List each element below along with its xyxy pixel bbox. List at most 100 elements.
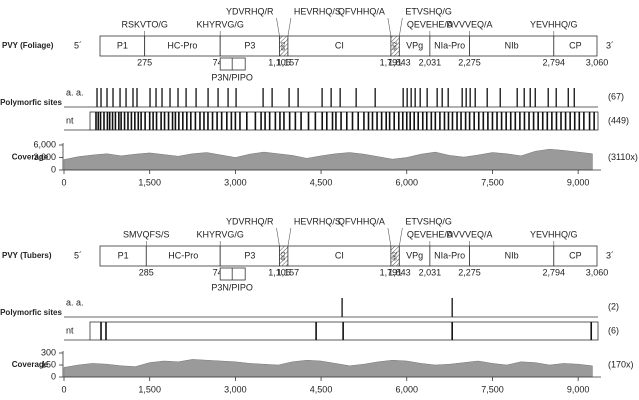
- boundary-label: 1,105: [268, 267, 291, 277]
- protein-label: HC-Pro: [167, 40, 197, 50]
- boundary-label: 1,157: [277, 57, 300, 67]
- aa-count: (67): [608, 91, 624, 101]
- boundary-label: 2,275: [458, 267, 481, 277]
- protein-label: NIb: [505, 250, 519, 260]
- five-end: 5´: [74, 250, 82, 260]
- pipo-box: [219, 267, 246, 281]
- x-tick-label: 0: [61, 177, 66, 187]
- cleavage-leader: [387, 17, 392, 37]
- y-tick-label: 3,000: [33, 152, 56, 162]
- cleavage-site: HEVRHQ/S: [294, 6, 341, 16]
- protein-label: VPg: [406, 250, 423, 260]
- cleavage-site: YEVHHQ/G: [530, 229, 578, 239]
- cleavage-leader: [387, 227, 392, 247]
- y-tick-label: 0: [51, 371, 56, 381]
- cleavage-site: ETVSHQ/G: [405, 216, 452, 226]
- protein-label: CP: [569, 40, 582, 50]
- protein-label: 6K1: [281, 251, 287, 260]
- cleavage-site: YEVHHQ/G: [530, 19, 578, 29]
- x-tick-label: 1,500: [138, 177, 161, 187]
- cleavage-site: ETVSHQ/G: [405, 6, 452, 16]
- protein-segment: [553, 35, 598, 57]
- x-tick-label: 7,500: [481, 177, 504, 187]
- aa-label: a. a.: [66, 87, 84, 97]
- protein-segment: [553, 245, 598, 267]
- cleavage-leader: [276, 17, 280, 37]
- cleavage-leader: [287, 17, 292, 37]
- panel-label: PVY (Tubers): [2, 251, 52, 260]
- protein-label: CP: [569, 250, 582, 260]
- three-end: 3´: [606, 250, 614, 260]
- cleavage-site: SMVQFS/S: [123, 229, 170, 239]
- protein-label: P1: [118, 250, 129, 260]
- cleavage-site: QEVEHE/A: [407, 229, 453, 239]
- protein-label: HC-Pro: [168, 250, 198, 260]
- nt-label: nt: [66, 325, 74, 335]
- boundary-label: 2,794: [543, 267, 566, 277]
- x-tick-label: 3,000: [224, 384, 247, 394]
- boundary-label: 2,031: [419, 57, 442, 67]
- coverage-depth: (3110x): [608, 152, 638, 162]
- boundary-label: 1,791: [380, 57, 403, 67]
- cleavage-leader: [276, 227, 280, 247]
- five-end: 5´: [74, 40, 82, 50]
- boundary-label: 2,031: [419, 267, 442, 277]
- coverage-area: [63, 148, 593, 171]
- boundary-label: 285: [139, 267, 154, 277]
- boundary-label: 3,060: [586, 267, 609, 277]
- protein-label: 6K2: [392, 251, 398, 260]
- boundary-label: 2,794: [543, 57, 566, 67]
- cleavage-leader: [399, 17, 403, 37]
- x-tick-label: 3,000: [224, 177, 247, 187]
- protein-label: P1: [117, 40, 128, 50]
- cleavage-site: DVVVEQ/A: [446, 229, 492, 239]
- coverage-depth: (170x): [608, 359, 634, 369]
- protein-label: NIa-Pro: [434, 40, 465, 50]
- protein-label: P3: [244, 40, 255, 50]
- x-tick-label: 6,000: [396, 177, 419, 187]
- coverage-label: Coverage: [12, 360, 49, 369]
- cleavage-leader: [287, 227, 292, 247]
- cleavage-site: YDVRHQ/R: [226, 6, 274, 16]
- protein-label: VPg: [406, 40, 423, 50]
- pipo-box: [219, 57, 246, 71]
- cleavage-leader: [399, 227, 403, 247]
- nt-label: nt: [66, 115, 74, 125]
- boundary-label: 1,105: [268, 57, 291, 67]
- y-tick-label: 300: [41, 347, 56, 357]
- x-tick-label: 6,000: [396, 384, 419, 394]
- nt-count: (449): [608, 115, 629, 125]
- protein-label: P3: [244, 250, 255, 260]
- x-tick-label: 0: [61, 384, 66, 394]
- y-tick-label: 6,000: [33, 139, 56, 149]
- boundary-label: 1,843: [388, 57, 411, 67]
- boundary-label: 2,275: [458, 57, 481, 67]
- protein-label: NIb: [505, 40, 519, 50]
- x-tick-label: 4,500: [310, 177, 333, 187]
- polymorphic-label: Polymorfic sites: [0, 98, 62, 107]
- boundary-label: 1,843: [388, 267, 411, 277]
- boundary-label: 1,791: [380, 267, 403, 277]
- cleavage-site: YDVRHQ/R: [226, 216, 274, 226]
- cleavage-site: KHYRVG/G: [197, 229, 244, 239]
- y-tick-label: 150: [41, 359, 56, 369]
- x-tick-label: 7,500: [481, 384, 504, 394]
- cleavage-site: QEVEHE/A: [407, 19, 453, 29]
- protein-label: 6K2: [392, 41, 398, 50]
- three-end: 3´: [606, 40, 614, 50]
- cleavage-site: DVVVEQ/A: [446, 19, 492, 29]
- x-tick-label: 1,500: [138, 384, 161, 394]
- coverage-label: Coverage: [12, 153, 49, 162]
- coverage-area: [63, 359, 593, 378]
- cleavage-site: QFVHHQ/A: [338, 6, 385, 16]
- cleavage-site: QFVHHQ/A: [338, 216, 385, 226]
- nt-box: [89, 111, 599, 131]
- x-tick-label: 9,000: [567, 177, 590, 187]
- protein-label: NIa-Pro: [434, 250, 465, 260]
- pipo-label: P3N/PIPO: [211, 282, 253, 292]
- boundary-label: 275: [137, 57, 152, 67]
- x-tick-label: 4,500: [310, 384, 333, 394]
- polymorphic-label: Polymorfic sites: [0, 308, 62, 317]
